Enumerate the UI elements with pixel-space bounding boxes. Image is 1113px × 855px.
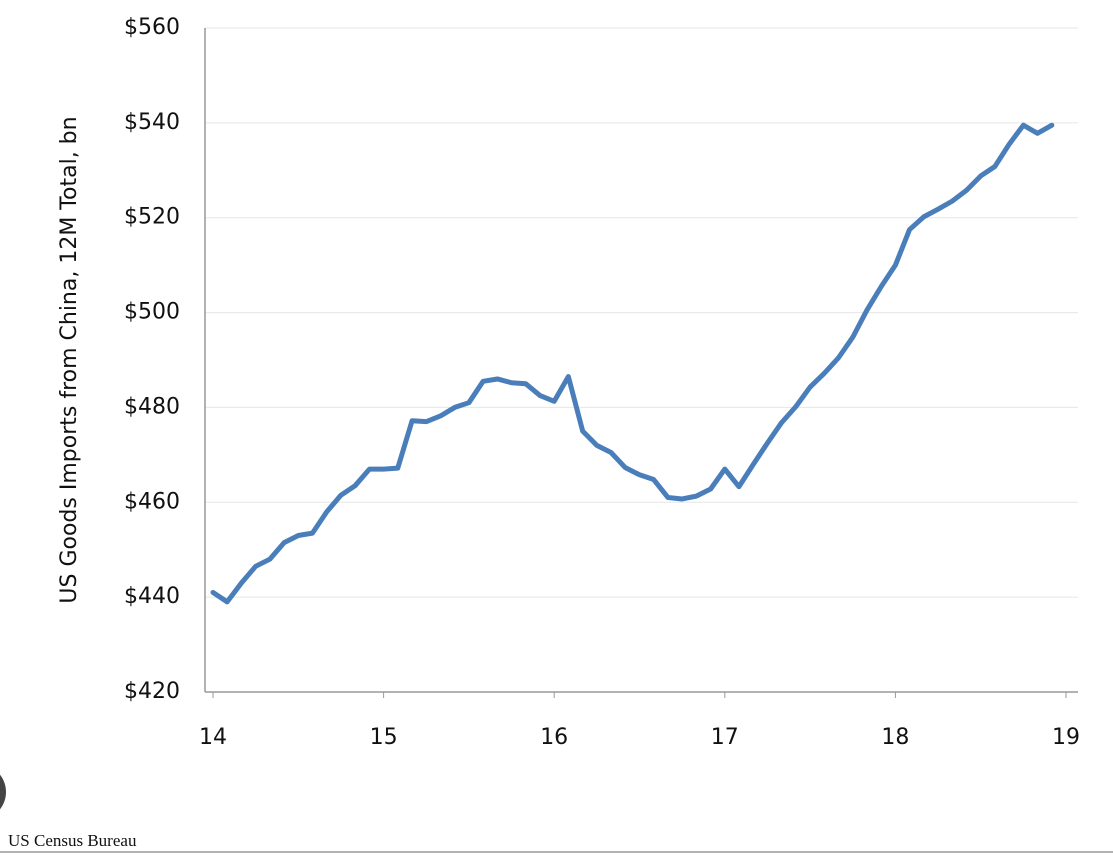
x-tick-label: 17 <box>711 725 739 750</box>
y-tick-label: $480 <box>124 394 180 419</box>
y-tick-label: $520 <box>124 205 180 230</box>
data-line <box>210 122 1055 605</box>
y-tick-label: $560 <box>124 15 180 40</box>
y-tick-label: $420 <box>124 679 180 704</box>
y-tick-label: $460 <box>124 489 180 514</box>
y-axis-title: US Goods Imports from China, 12M Total, … <box>57 116 82 603</box>
x-tick-label: 15 <box>370 725 398 750</box>
avatar-fragment <box>0 774 6 810</box>
x-tick-label: 14 <box>199 725 227 750</box>
y-tick-label: $540 <box>124 110 180 135</box>
x-tick-label: 19 <box>1052 725 1080 750</box>
source-note: US Census Bureau <box>8 831 137 850</box>
y-tick-label: $500 <box>124 300 180 325</box>
x-tick-label: 16 <box>540 725 568 750</box>
y-tick-label: $440 <box>124 584 180 609</box>
x-tick-label: 18 <box>881 725 909 750</box>
